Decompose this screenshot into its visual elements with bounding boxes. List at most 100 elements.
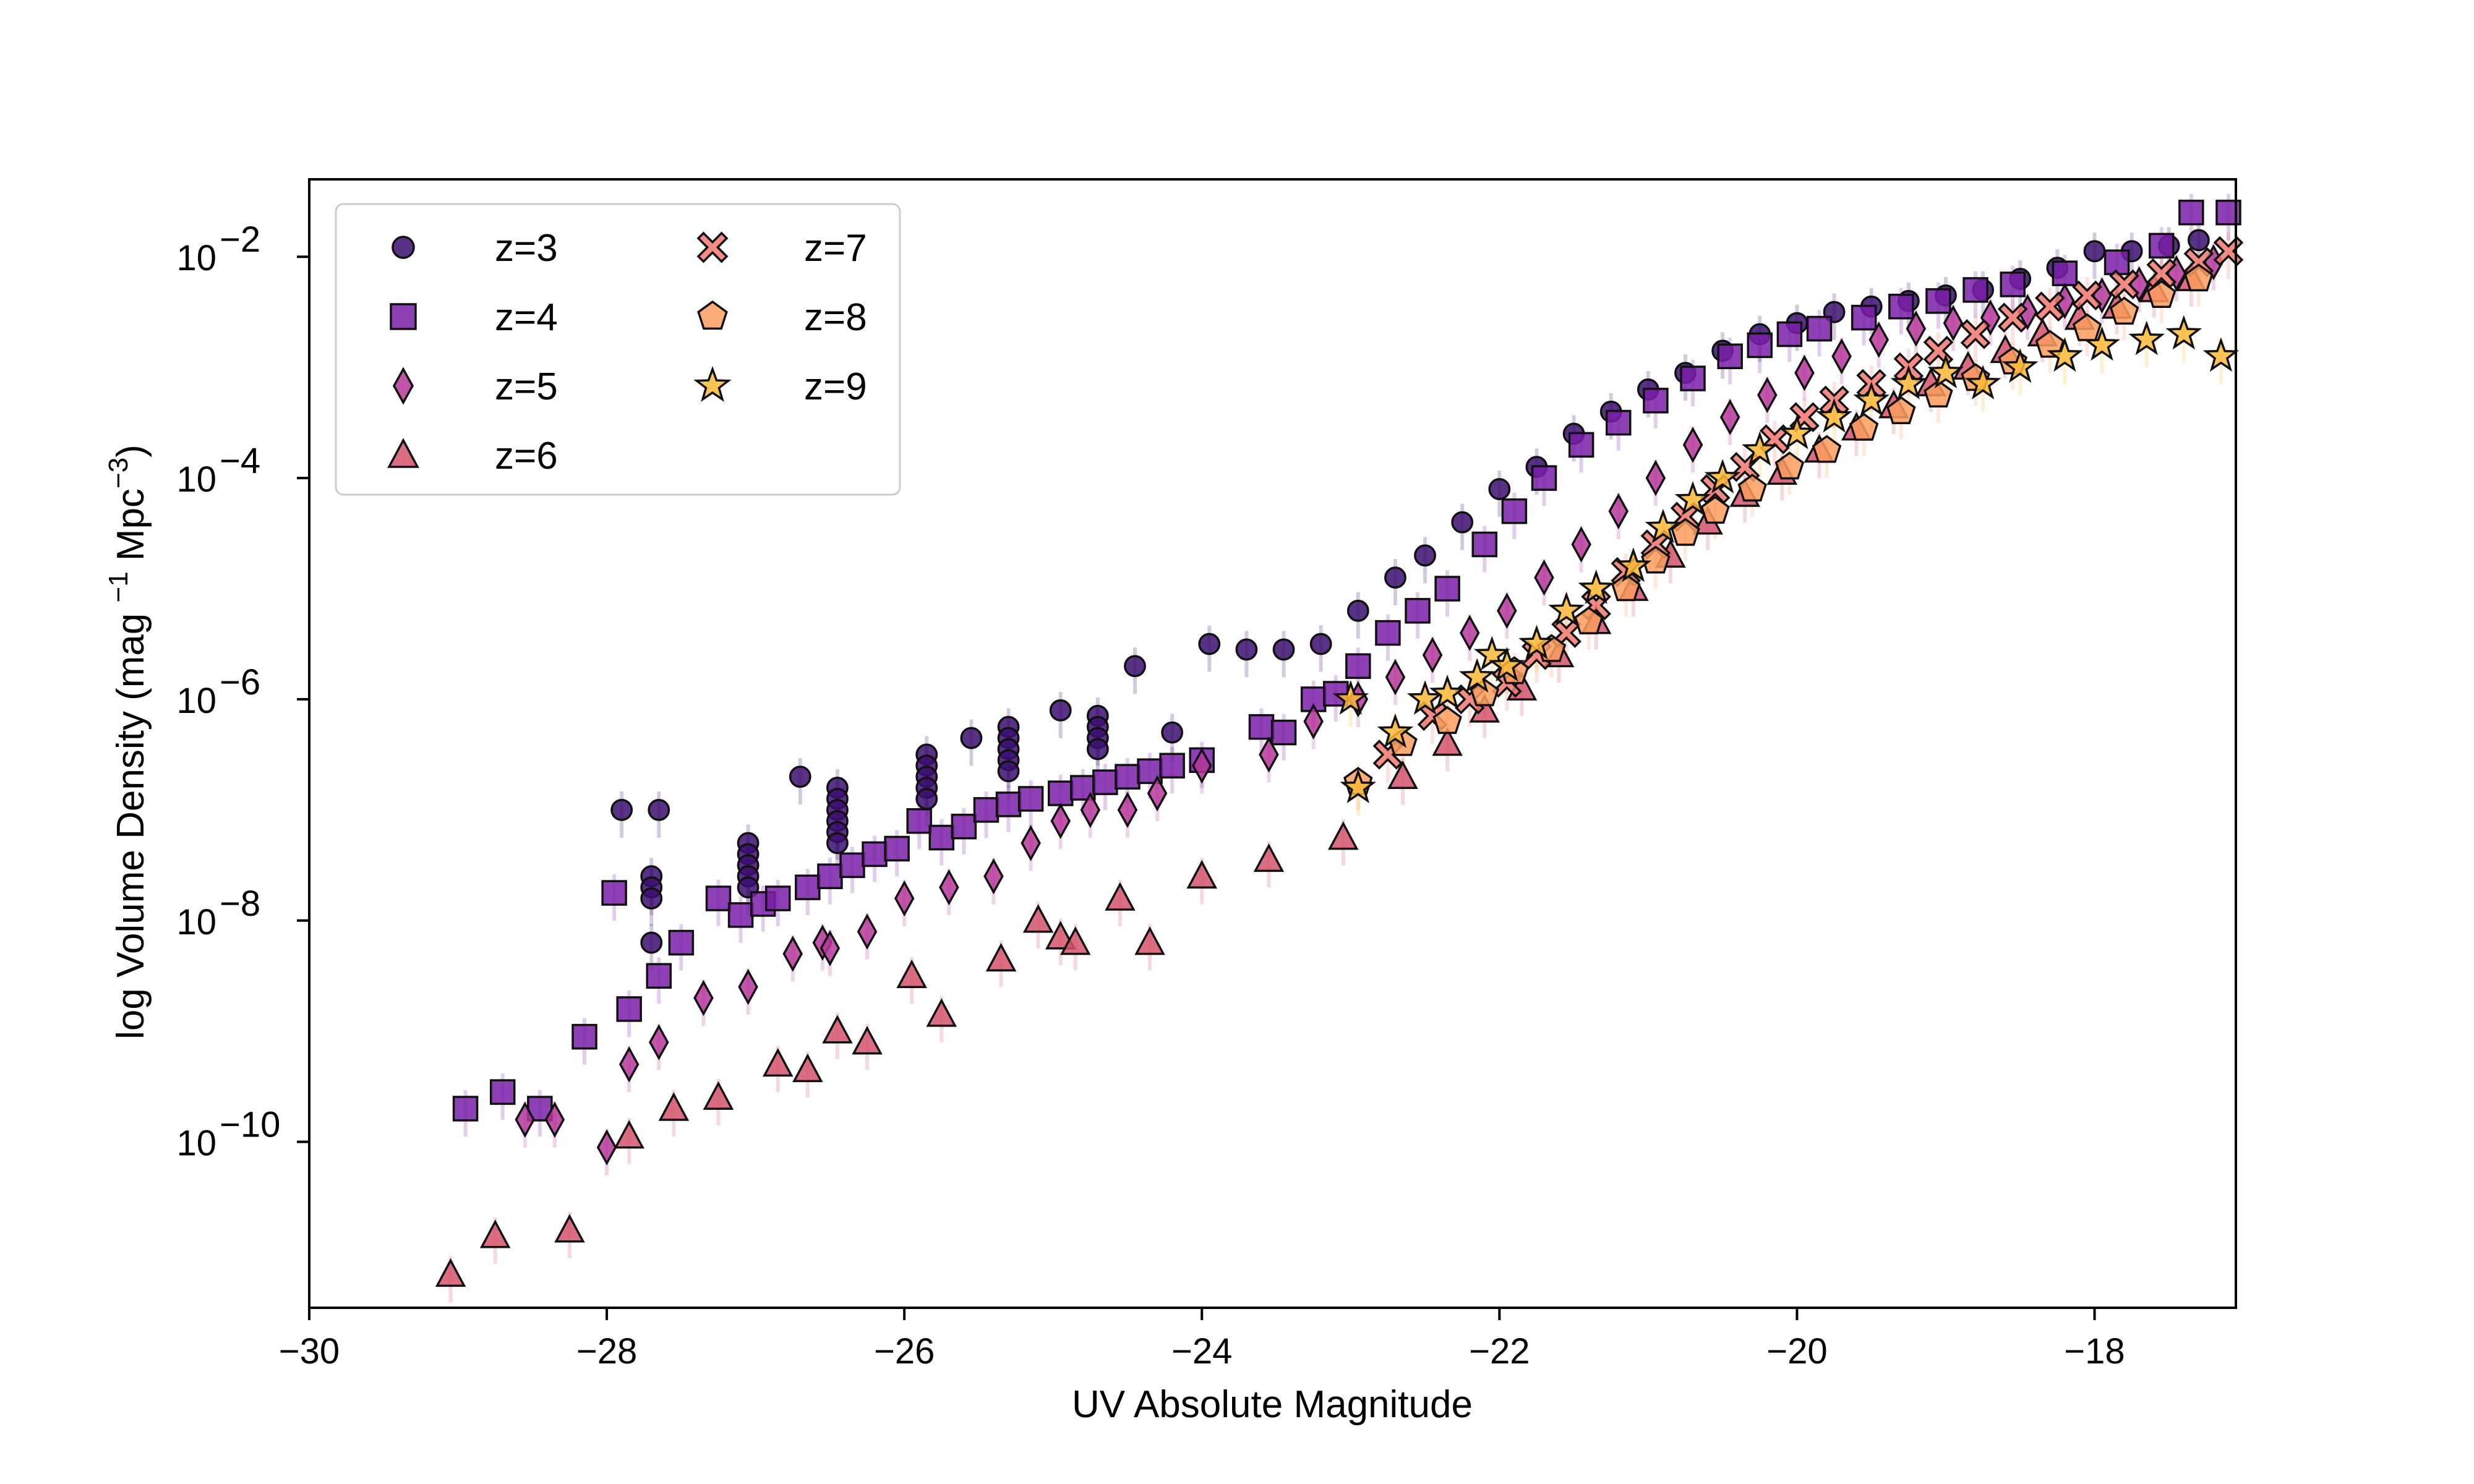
data-point-z5 [1608,493,1629,529]
data-point-z4 [1137,758,1163,784]
y-axis-label-unit: Mpc [109,488,152,571]
data-point-z4 [705,885,732,911]
data-point-z5 [939,869,959,906]
y-tick-label: 10 [176,238,216,278]
data-point-z8 [1470,678,1500,707]
data-point-z8 [1774,451,1805,480]
y-tick-label: 10 [176,681,216,721]
data-point-z6 [822,1015,853,1044]
data-point-z7 [2146,258,2177,289]
x-tick-label: −24 [1171,1331,1232,1371]
data-point-z3 [610,798,633,821]
y-axis-label-close: ) [109,445,152,458]
data-point-z5 [894,880,915,917]
data-point-z4 [727,902,754,928]
data-point-z9 [1704,459,1741,494]
data-point-z5 [693,979,714,1017]
data-point-z6 [1327,821,1359,850]
legend-label-z8: z=8 [804,296,867,339]
data-point-z4 [1747,332,1773,359]
data-point-z5 [1303,703,1324,740]
data-point-z9 [1518,625,1555,660]
data-point-z4 [1643,388,1669,414]
data-point-z9 [1429,675,1466,709]
data-point-z4 [795,874,821,900]
y-tick-exponent: −2 [220,220,260,260]
data-point-z6 [1432,727,1463,756]
data-point-z4 [2178,199,2204,226]
data-point-z6 [1253,843,1285,872]
data-point-z4 [1680,365,1706,391]
data-point-z5 [1868,322,1890,358]
y-tick-label: 10 [176,1124,216,1164]
data-point-z3 [1414,544,1436,567]
data-point-z4 [571,1023,597,1050]
data-point-z5 [1906,310,1927,347]
data-point-z3 [915,788,938,810]
data-point-z3 [1451,511,1474,534]
data-point-z3 [1124,655,1146,678]
data-point-z9 [1340,769,1377,804]
data-point-z9 [1645,508,1682,544]
data-point-z8 [2109,296,2139,325]
data-point-z9 [2047,337,2083,372]
data-point-z9 [2165,315,2202,350]
data-point-z5 [1757,377,1778,414]
data-point-z5 [1422,637,1443,673]
data-point-z4 [668,929,695,956]
data-point-z7 [1960,319,1991,349]
data-point-z3 [1235,638,1258,661]
data-point-z6 [896,959,927,989]
data-point-z6 [1059,926,1091,955]
data-point-z6 [1134,926,1165,955]
legend-box [335,203,901,496]
data-point-z5 [1021,825,1041,861]
data-point-z3 [2187,229,2210,252]
legend-marker-z6 [387,438,419,468]
data-point-z3 [960,727,983,749]
data-point-z4 [1888,294,1914,320]
data-point-z6 [1387,760,1418,789]
data-point-z9 [1489,647,1525,682]
data-point-z3 [640,931,663,954]
data-point-z8 [1849,412,1879,441]
data-point-z9 [2001,348,2039,383]
data-point-z3 [1309,633,1332,655]
data-point-z6 [703,1081,734,1110]
data-point-z5 [1534,559,1554,596]
data-point-z8 [1700,495,1730,524]
data-point-z6 [926,998,957,1027]
legend-label-z7: z=7 [804,227,867,270]
data-point-z8 [1812,435,1842,463]
data-point-z4 [1047,780,1074,806]
data-point-z3 [1086,738,1109,761]
data-point-z3 [1161,721,1184,744]
legend-label-z6: z=6 [495,435,558,477]
data-point-z4 [1776,321,1803,348]
y-tick-label: 10 [176,902,216,942]
data-point-z4 [1270,719,1297,746]
data-points [435,199,2244,1287]
data-point-z9 [2202,337,2240,372]
legend-marker-z5 [392,367,414,405]
y-tick-exponent: −6 [220,662,260,702]
data-point-z4 [2052,260,2078,286]
data-point-z5 [738,968,758,1005]
data-point-z3 [640,887,663,910]
data-point-z9 [2128,320,2165,356]
data-point-z5 [782,936,803,972]
legend-marker-z8 [697,300,728,330]
legend-label-z5: z=5 [495,365,558,408]
data-point-z7 [1997,302,2028,333]
data-point-z3 [1488,478,1511,500]
data-point-z5 [1794,354,1815,391]
data-point-z8 [1671,518,1700,546]
data-point-z8 [1924,379,1953,408]
data-point-z5 [1117,791,1138,829]
data-point-z8 [2146,279,2177,309]
data-point-z3 [997,760,1020,783]
data-point-z9 [1406,680,1444,715]
data-point-z9 [1741,431,1778,466]
data-point-z4 [452,1096,479,1122]
